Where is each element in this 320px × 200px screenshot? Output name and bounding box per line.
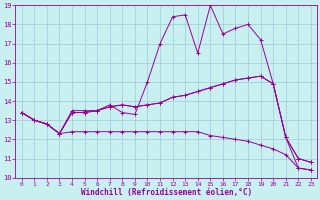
X-axis label: Windchill (Refroidissement éolien,°C): Windchill (Refroidissement éolien,°C) (81, 188, 252, 197)
